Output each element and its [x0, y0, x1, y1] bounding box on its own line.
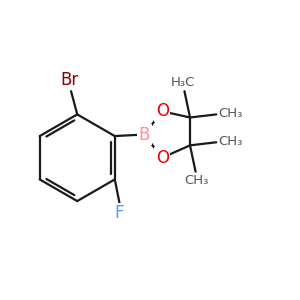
Text: Br: Br [60, 71, 79, 89]
Text: CH₃: CH₃ [184, 173, 209, 187]
Text: H₃C: H₃C [171, 76, 195, 89]
Text: O: O [156, 149, 169, 167]
Text: F: F [115, 205, 124, 223]
Text: B: B [139, 125, 150, 143]
Text: CH₃: CH₃ [218, 107, 242, 120]
Text: O: O [156, 102, 169, 120]
Text: CH₃: CH₃ [218, 134, 242, 148]
